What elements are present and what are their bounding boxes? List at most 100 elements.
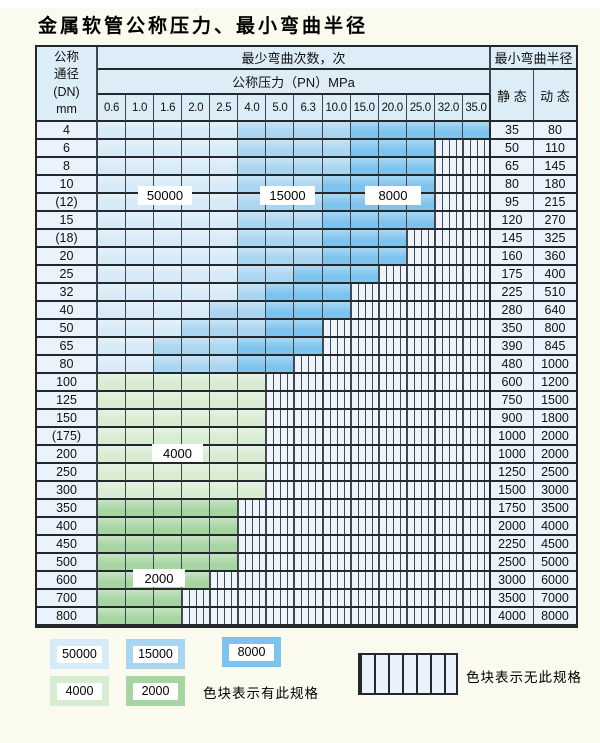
cell-dn15-pn32.0: [434, 212, 463, 230]
cell-dn50-pn1.0: [126, 320, 155, 338]
cell-dn350-pn20.0: [378, 500, 407, 518]
pressure-col-header-1.6: 1.6: [154, 95, 183, 122]
cell-dn4-pn5.0: [266, 122, 295, 140]
cell-dn100-pn2.5: [210, 374, 239, 392]
cell-dn32-pn10.0: [322, 284, 351, 302]
cell-dn40-pn15.0: [350, 302, 379, 320]
dynamic-radius-dn25: 400: [533, 266, 576, 284]
cell-dn600-pn25.0: [406, 572, 435, 590]
cell-dn80-pn5.0: [266, 356, 295, 374]
legend-swatch-label: 50000: [57, 645, 102, 663]
cell-dn4-pn6.3: [294, 122, 323, 140]
cell-dn350-pn5.0: [266, 500, 295, 518]
cell-dn25-pn6.3: [294, 266, 323, 284]
cell-dn(18)-pn6.3: [294, 230, 323, 248]
cell-dn400-pn25.0: [406, 518, 435, 536]
cell-dn20-pn1.0: [126, 248, 155, 266]
cell-dn400-pn35.0: [462, 518, 491, 536]
cell-dn100-pn5.0: [266, 374, 295, 392]
cell-dn200-pn20.0: [378, 446, 407, 464]
cell-dn500-pn4.0: [238, 554, 267, 572]
pressure-col-header-0.6: 0.6: [98, 95, 127, 122]
cell-dn700-pn35.0: [462, 590, 491, 608]
dynamic-radius-dn32: 510: [533, 284, 576, 302]
dn-label-50: 50: [37, 320, 98, 338]
corner-header-dn-mm: 公称 通径 (DN) mm: [37, 47, 98, 122]
dn-label-20: 20: [37, 248, 98, 266]
cell-dn350-pn1.6: [154, 500, 183, 518]
cell-dn(12)-pn32.0: [434, 194, 463, 212]
cell-dn200-pn5.0: [266, 446, 295, 464]
cell-dn450-pn4.0: [238, 536, 267, 554]
cell-dn500-pn25.0: [406, 554, 435, 572]
cell-dn100-pn1.0: [126, 374, 155, 392]
static-radius-dn600: 3000: [490, 572, 534, 590]
cell-dn800-pn10.0: [322, 608, 351, 626]
cell-dn(18)-pn4.0: [238, 230, 267, 248]
cell-dn25-pn0.6: [98, 266, 127, 284]
pressure-col-header-2.5: 2.5: [210, 95, 239, 122]
dynamic-radius-dn65: 845: [533, 338, 576, 356]
dn-label-(175): (175): [37, 428, 98, 446]
cell-dn4-pn2.5: [210, 122, 239, 140]
cell-dn20-pn15.0: [350, 248, 379, 266]
cell-dn250-pn32.0: [434, 464, 463, 482]
cell-dn50-pn5.0: [266, 320, 295, 338]
cell-dn50-pn15.0: [350, 320, 379, 338]
cell-dn200-pn1.0: [126, 446, 155, 464]
cell-dn32-pn25.0: [406, 284, 435, 302]
cell-dn800-pn20.0: [378, 608, 407, 626]
cell-dn40-pn32.0: [434, 302, 463, 320]
cell-dn800-pn35.0: [462, 608, 491, 626]
cell-dn(12)-pn4.0: [238, 194, 267, 212]
cell-dn25-pn1.6: [154, 266, 183, 284]
cell-dn450-pn35.0: [462, 536, 491, 554]
cell-dn15-pn10.0: [322, 212, 351, 230]
cell-dn65-pn1.0: [126, 338, 155, 356]
cell-dn32-pn1.6: [154, 284, 183, 302]
cell-dn400-pn4.0: [238, 518, 267, 536]
cell-dn600-pn5.0: [266, 572, 295, 590]
dn-label-250: 250: [37, 464, 98, 482]
static-radius-dn200: 1000: [490, 446, 534, 464]
legend-swatch-label: 8000: [229, 643, 274, 661]
cell-dn6-pn32.0: [434, 140, 463, 158]
static-radius-dn8: 65: [490, 158, 534, 176]
cell-dn350-pn10.0: [322, 500, 351, 518]
pressure-col-header-5.0: 5.0: [266, 95, 295, 122]
cell-dn500-pn10.0: [322, 554, 351, 572]
cell-dn15-pn0.6: [98, 212, 127, 230]
cell-dn65-pn35.0: [462, 338, 491, 356]
dn-label-(18): (18): [37, 230, 98, 248]
cell-dn40-pn25.0: [406, 302, 435, 320]
cell-dn125-pn25.0: [406, 392, 435, 410]
static-radius-dn50: 350: [490, 320, 534, 338]
cell-dn(175)-pn15.0: [350, 428, 379, 446]
legend-swatch-2000: 2000: [126, 676, 185, 706]
min-bend-radius-header: 最小弯曲半径: [490, 47, 576, 70]
cell-dn50-pn32.0: [434, 320, 463, 338]
cell-dn8-pn4.0: [238, 158, 267, 176]
static-radius-dn(175): 1000: [490, 428, 534, 446]
static-radius-dn(12): 95: [490, 194, 534, 212]
cell-dn400-pn32.0: [434, 518, 463, 536]
pressure-col-header-4.0: 4.0: [238, 95, 267, 122]
cell-dn700-pn25.0: [406, 590, 435, 608]
cell-dn15-pn25.0: [406, 212, 435, 230]
pressure-col-header-2.0: 2.0: [182, 95, 211, 122]
pressure-col-header-25.0: 25.0: [406, 95, 435, 122]
static-radius-dn80: 480: [490, 356, 534, 374]
cell-dn450-pn6.3: [294, 536, 323, 554]
cell-dn700-pn4.0: [238, 590, 267, 608]
cell-dn100-pn15.0: [350, 374, 379, 392]
cell-dn65-pn0.6: [98, 338, 127, 356]
cell-dn80-pn20.0: [378, 356, 407, 374]
cell-dn20-pn4.0: [238, 248, 267, 266]
static-radius-dn20: 160: [490, 248, 534, 266]
dynamic-radius-dn800: 8000: [533, 608, 576, 626]
pressure-col-header-20.0: 20.0: [378, 95, 407, 122]
cell-dn20-pn0.6: [98, 248, 127, 266]
dynamic-radius-dn100: 1200: [533, 374, 576, 392]
dn-label-600: 600: [37, 572, 98, 590]
